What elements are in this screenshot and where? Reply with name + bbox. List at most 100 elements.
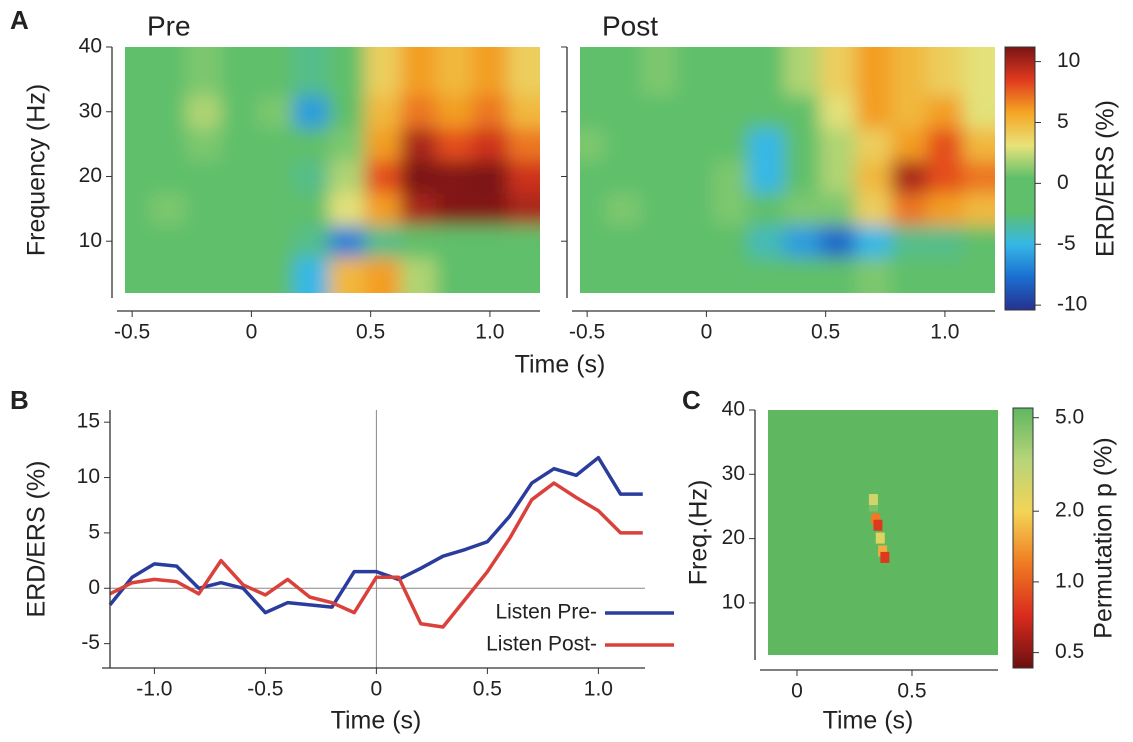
- heatmap-cell: [676, 225, 713, 258]
- colorbar-tick-label: -10: [1057, 293, 1087, 316]
- heatmap-cell: [605, 192, 642, 226]
- heatmap-cell: [364, 160, 401, 194]
- colorbar-label: ERD/ERS (%): [1092, 100, 1120, 257]
- heatmap-cell: [640, 192, 678, 226]
- colorbar-tick-label: 0: [1057, 171, 1069, 194]
- heatmap-cell: [472, 160, 509, 194]
- x-tick-label: 1.0: [475, 321, 504, 344]
- x-tick-label: 0.5: [897, 680, 926, 703]
- heatmap-cell: [472, 95, 509, 129]
- colorbar-tick-label: 0.5: [1055, 640, 1084, 663]
- heatmap-cell: [507, 47, 540, 97]
- significant-cell: [873, 519, 883, 531]
- panel-title: Pre: [147, 10, 191, 41]
- heatmap-cell: [640, 95, 678, 129]
- heatmap-cell: [605, 225, 642, 258]
- x-tick-label: -0.5: [114, 321, 150, 344]
- heatmap-cell: [580, 225, 606, 258]
- heatmap-cell: [605, 160, 642, 194]
- heatmap-cell: [293, 95, 330, 129]
- heatmap-cell: [819, 257, 856, 293]
- heatmap-cell: [400, 47, 437, 97]
- x-tick-label: 0: [246, 321, 258, 344]
- heatmap-cell: [712, 257, 749, 293]
- x-tick-label: 1.0: [930, 321, 959, 344]
- heatmap-cell: [125, 257, 151, 293]
- heatmap-cell: [364, 192, 401, 226]
- heatmap-cells: [125, 47, 540, 293]
- heatmap-cell: [676, 47, 713, 97]
- heatmap-cell: [580, 160, 606, 194]
- colorbar-tick-label: 1.0: [1055, 569, 1084, 592]
- heatmap-cell: [221, 225, 258, 258]
- colorbar-tick-label: 10: [1057, 49, 1080, 72]
- heatmap-cell: [712, 160, 749, 194]
- heatmap-cell: [748, 95, 785, 129]
- heatmap-cell: [855, 47, 892, 97]
- heatmap-cell: [400, 160, 437, 194]
- heatmap-cell: [150, 95, 187, 129]
- heatmap-cell: [891, 192, 928, 226]
- heatmap-cell: [676, 127, 713, 161]
- y-tick-label: 5: [88, 520, 100, 543]
- colorbar-label: Permutation p (%): [1090, 437, 1118, 638]
- heatmap-cell: [748, 160, 785, 194]
- heatmap-cell: [328, 127, 366, 161]
- y-tick-label: 15: [77, 410, 100, 433]
- heatmap-cell: [257, 257, 294, 293]
- y-tick-label: 40: [79, 35, 102, 58]
- heatmap-cell: [927, 127, 964, 161]
- significant-cell: [868, 494, 878, 506]
- heatmap-cell: [400, 95, 437, 129]
- y-tick-label: 30: [722, 462, 745, 485]
- heatmap-cell: [962, 192, 995, 226]
- heatmap-cell: [364, 47, 401, 97]
- heatmap-cell: [783, 225, 821, 258]
- heatmap-cell: [962, 160, 995, 194]
- heatmap-cell: [712, 192, 749, 226]
- heatmap-cell: [150, 47, 187, 97]
- heatmap-cell: [783, 95, 821, 129]
- heatmap-cell: [605, 127, 642, 161]
- heatmap-cell: [400, 257, 437, 293]
- x-tick-label: 1.0: [584, 678, 613, 701]
- heatmap-cell: [640, 47, 678, 97]
- colorbar-tick-label: 2.0: [1055, 499, 1084, 522]
- heatmap-cell: [293, 257, 330, 293]
- heatmap-cell: [221, 160, 258, 194]
- heatmap-cell: [855, 257, 892, 293]
- heatmap-cell: [185, 160, 223, 194]
- series-line: [109, 481, 643, 629]
- colorbar: [1012, 407, 1034, 669]
- heatmap-cell: [927, 47, 964, 97]
- heatmap: [125, 47, 540, 293]
- heatmap-cell: [927, 95, 964, 129]
- heatmap-cell: [712, 225, 749, 258]
- heatmap-cell: [507, 95, 540, 129]
- heatmap-cell: [125, 160, 151, 194]
- x-tick-label: -0.5: [569, 321, 605, 344]
- heatmap-cell: [783, 160, 821, 194]
- y-tick-label: -5: [81, 631, 100, 654]
- heatmap-cell: [185, 192, 223, 226]
- heatmap-cell: [748, 47, 785, 97]
- heatmap-cell: [507, 192, 540, 226]
- heatmap-cell: [640, 160, 678, 194]
- heatmap-cell: [125, 127, 151, 161]
- x-tick-label: 0.5: [811, 321, 840, 344]
- y-tick-label: 10: [722, 590, 745, 613]
- significant-cell: [868, 500, 878, 512]
- heatmap-cell: [185, 127, 223, 161]
- heatmap-background: [768, 410, 998, 655]
- heatmap-cell: [221, 192, 258, 226]
- heatmap-cell: [580, 95, 606, 129]
- heatmap-cells: [580, 47, 995, 293]
- heatmap-cell: [125, 47, 151, 97]
- heatmap-cell: [891, 127, 928, 161]
- heatmap-cell: [962, 225, 995, 258]
- panel-label: B: [10, 385, 29, 415]
- heatmap-cell: [819, 160, 856, 194]
- heatmap-cell: [748, 127, 785, 161]
- heatmap-cell: [257, 160, 294, 194]
